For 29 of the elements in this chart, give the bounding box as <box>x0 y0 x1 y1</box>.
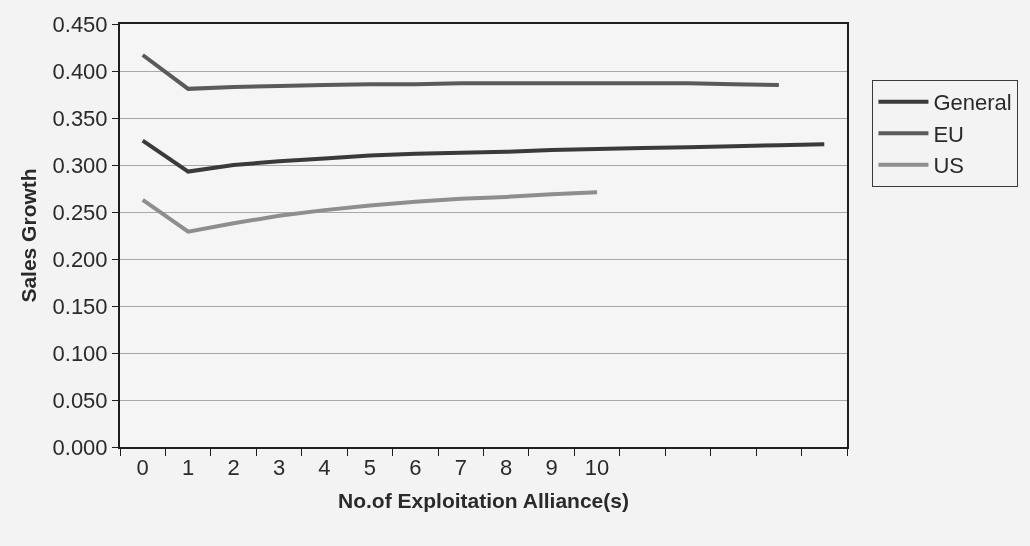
y-tick-label: 0.300 <box>52 152 108 178</box>
legend-label: General <box>933 90 1012 116</box>
y-tick-label: 0.450 <box>52 11 108 37</box>
x-tick-label: 1 <box>182 455 195 481</box>
x-tick-label: 9 <box>545 455 558 481</box>
legend-label: US <box>933 153 965 179</box>
x-tick-label: 3 <box>272 455 286 481</box>
x-tick-label: 10 <box>584 455 610 481</box>
x-tick-label: 6 <box>409 455 422 481</box>
y-axis-title: Sales Growth <box>17 168 41 303</box>
x-tick-label: 7 <box>454 455 467 481</box>
x-tick-label: 8 <box>500 455 513 481</box>
y-tick-label: 0.000 <box>52 434 108 460</box>
line-series <box>140 138 827 174</box>
x-tick-label: 0 <box>136 455 149 481</box>
legend-label: EU <box>933 121 965 147</box>
line-series <box>140 53 781 91</box>
y-tick-label: 0.150 <box>52 293 108 319</box>
x-tick-label: 5 <box>363 455 377 481</box>
x-tick-label: 2 <box>227 455 240 481</box>
x-axis-title: No.of Exploitation Alliance(s) <box>338 489 629 513</box>
x-tick-label: 4 <box>318 455 331 481</box>
y-tick-label: 0.400 <box>52 58 108 84</box>
y-tick-label: 0.200 <box>52 246 108 272</box>
y-tick-label: 0.350 <box>52 105 108 131</box>
y-tick-label: 0.100 <box>52 340 108 366</box>
y-tick-label: 0.250 <box>52 199 108 225</box>
line-series <box>140 190 600 234</box>
y-tick-label: 0.050 <box>52 387 108 413</box>
